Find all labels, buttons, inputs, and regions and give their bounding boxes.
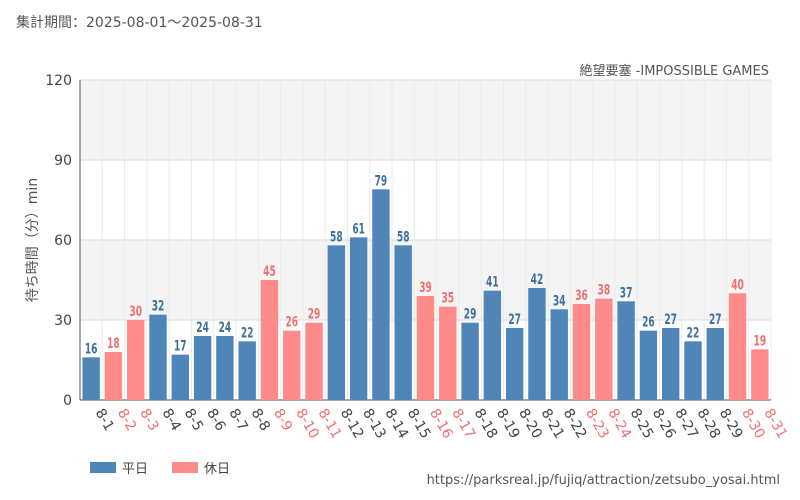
plot-band bbox=[80, 80, 771, 160]
y-tick-label: 90 bbox=[54, 153, 72, 169]
bar-value-label: 22 bbox=[241, 325, 254, 341]
bar-value-label: 45 bbox=[263, 263, 276, 279]
bar-value-label: 27 bbox=[664, 311, 677, 327]
y-tick-label: 60 bbox=[54, 233, 72, 249]
x-tick-label: 8-4 bbox=[159, 406, 184, 434]
bar-value-label: 27 bbox=[508, 311, 521, 327]
bar bbox=[193, 336, 212, 400]
legend-swatch-weekday bbox=[90, 462, 116, 473]
bar bbox=[372, 189, 390, 400]
y-tick-label: 120 bbox=[45, 73, 72, 89]
bar-value-label: 39 bbox=[419, 279, 432, 295]
bar bbox=[305, 322, 323, 400]
bar bbox=[662, 328, 680, 400]
bar-value-label: 26 bbox=[285, 314, 298, 330]
bar-value-label: 58 bbox=[397, 229, 410, 245]
bar-value-label: 16 bbox=[85, 341, 98, 357]
legend-item-holiday: 休日 bbox=[172, 458, 230, 477]
bar-value-label: 41 bbox=[486, 274, 499, 290]
bar bbox=[394, 245, 412, 400]
y-tick-label: 0 bbox=[63, 393, 72, 409]
bar bbox=[461, 322, 479, 400]
bar bbox=[439, 306, 457, 400]
bar-value-label: 29 bbox=[308, 306, 321, 322]
bar bbox=[751, 349, 769, 400]
bar bbox=[684, 341, 702, 400]
bar-value-label: 38 bbox=[598, 282, 611, 298]
bar bbox=[483, 290, 502, 400]
bar bbox=[528, 288, 546, 400]
bar-value-label: 17 bbox=[174, 338, 187, 354]
bar-value-label: 58 bbox=[330, 229, 343, 245]
bar bbox=[104, 352, 123, 400]
collection-period: 集計期間：2025-08-01～2025-08-31 bbox=[16, 15, 263, 31]
bar-value-label: 79 bbox=[375, 173, 388, 189]
x-tick-label: 8-2 bbox=[114, 406, 139, 434]
y-tick-label: 30 bbox=[54, 313, 72, 329]
bar bbox=[238, 341, 256, 400]
x-tick-label: 8-6 bbox=[203, 406, 228, 434]
bar-value-label: 34 bbox=[553, 293, 566, 309]
bar bbox=[260, 280, 279, 400]
legend-label-weekday: 平日 bbox=[122, 462, 149, 477]
bar bbox=[572, 304, 591, 400]
chart-subtitle: 絶望要塞 -IMPOSSIBLE GAMES bbox=[579, 64, 769, 79]
x-tick-label: 8-7 bbox=[225, 406, 250, 434]
bar bbox=[416, 296, 435, 400]
x-tick-label: 8-9 bbox=[270, 406, 295, 434]
x-tick-label: 8-31 bbox=[760, 406, 790, 442]
legend: 平日 休日 bbox=[90, 458, 230, 477]
bar-value-label: 32 bbox=[152, 298, 165, 314]
bar bbox=[82, 357, 100, 400]
bar-value-label: 18 bbox=[107, 335, 120, 351]
bar bbox=[595, 298, 613, 400]
source-url: https://parksreal.jp/fujiq/attraction/ze… bbox=[426, 473, 780, 488]
bar bbox=[706, 328, 724, 400]
bar-value-label: 27 bbox=[709, 311, 722, 327]
bar bbox=[728, 293, 747, 400]
x-tick-label: 8-5 bbox=[181, 406, 206, 434]
bar-value-label: 24 bbox=[196, 319, 209, 335]
x-tick-label: 8-1 bbox=[92, 406, 117, 434]
bar-value-label: 42 bbox=[531, 271, 544, 287]
bar-value-label: 26 bbox=[642, 314, 655, 330]
bar-value-label: 22 bbox=[687, 325, 700, 341]
bar-value-label: 24 bbox=[219, 319, 232, 335]
x-tick-label: 8-8 bbox=[248, 406, 273, 434]
bar bbox=[149, 314, 167, 400]
bar bbox=[550, 309, 568, 400]
bar bbox=[283, 330, 301, 400]
bar bbox=[216, 336, 234, 400]
legend-label-holiday: 休日 bbox=[204, 462, 231, 477]
bar bbox=[505, 328, 524, 400]
bar-value-label: 30 bbox=[129, 303, 142, 319]
bar bbox=[349, 237, 368, 400]
bar bbox=[617, 301, 635, 400]
bar-value-label: 29 bbox=[464, 306, 477, 322]
bar bbox=[639, 330, 658, 400]
bar bbox=[127, 320, 145, 400]
bar-value-label: 19 bbox=[754, 333, 767, 349]
bar-value-label: 40 bbox=[731, 277, 744, 293]
bar-value-label: 36 bbox=[575, 287, 588, 303]
legend-swatch-holiday bbox=[172, 462, 199, 473]
bar bbox=[171, 354, 189, 400]
bar-value-label: 61 bbox=[352, 221, 365, 237]
bar-value-label: 35 bbox=[441, 290, 454, 306]
legend-item-weekday: 平日 bbox=[90, 458, 148, 477]
bar bbox=[327, 245, 346, 400]
x-tick-label: 8-3 bbox=[136, 406, 161, 434]
bar-value-label: 37 bbox=[620, 285, 633, 301]
